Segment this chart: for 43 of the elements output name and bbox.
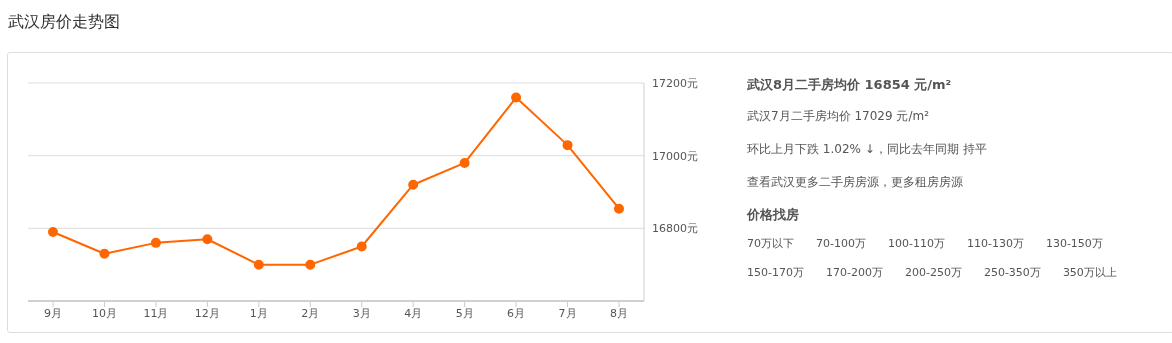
point [202, 234, 213, 245]
point [99, 248, 110, 259]
chart-title: 武汉房价走势图 [8, 12, 120, 33]
x-tick-label: 8月 [610, 306, 628, 320]
point [150, 237, 161, 248]
x-tick-label: 6月 [507, 306, 526, 320]
text: 武汉7月二手房均价 17029 元/m² [747, 108, 930, 125]
text: 100-110万 [887, 236, 945, 251]
text: 130-150万 [1045, 236, 1103, 251]
text: 环比上月下跌 1.02% ↓，同比去年同期 持平 [747, 141, 988, 158]
text: 110-130万 [966, 236, 1024, 251]
y-tick-label: 17200元 [652, 76, 698, 90]
text: 武汉8月二手房均价 16854 元/m² [747, 76, 953, 94]
point [48, 226, 58, 237]
point [305, 259, 316, 270]
x-tick-label: 2月 [301, 306, 320, 320]
text: 250-350万 [983, 265, 1041, 280]
x-tick-label: 9月 [44, 306, 62, 320]
point [253, 259, 264, 270]
text: 查看武汉更多二手房房源，更多租房房源 [747, 174, 964, 191]
text: 价格找房 [747, 206, 800, 224]
point [356, 241, 367, 252]
point [459, 157, 470, 168]
x-tick-label: 5月 [455, 306, 474, 320]
text: 70-100万 [816, 236, 866, 251]
y-tick-label: 17000元 [652, 149, 698, 163]
text: 170-200万 [825, 265, 883, 280]
x-tick-label: 12月 [194, 306, 220, 320]
text: 70万以下 [747, 236, 794, 251]
x-tick-label: 3月 [352, 306, 371, 320]
point [562, 140, 573, 151]
x-tick-label: 4月 [404, 306, 423, 320]
text: 350万以上 [1062, 265, 1117, 280]
y-tick-label: 16800元 [652, 222, 698, 236]
point [511, 92, 522, 103]
x-tick-label: 7月 [558, 306, 577, 320]
point [408, 179, 419, 190]
point [614, 203, 624, 214]
x-tick-label: 1月 [249, 306, 268, 320]
x-tick-label: 11月 [143, 306, 169, 320]
x-tick-label: 10月 [91, 306, 117, 320]
text: 200-250万 [904, 265, 962, 280]
text: 150-170万 [747, 265, 804, 280]
